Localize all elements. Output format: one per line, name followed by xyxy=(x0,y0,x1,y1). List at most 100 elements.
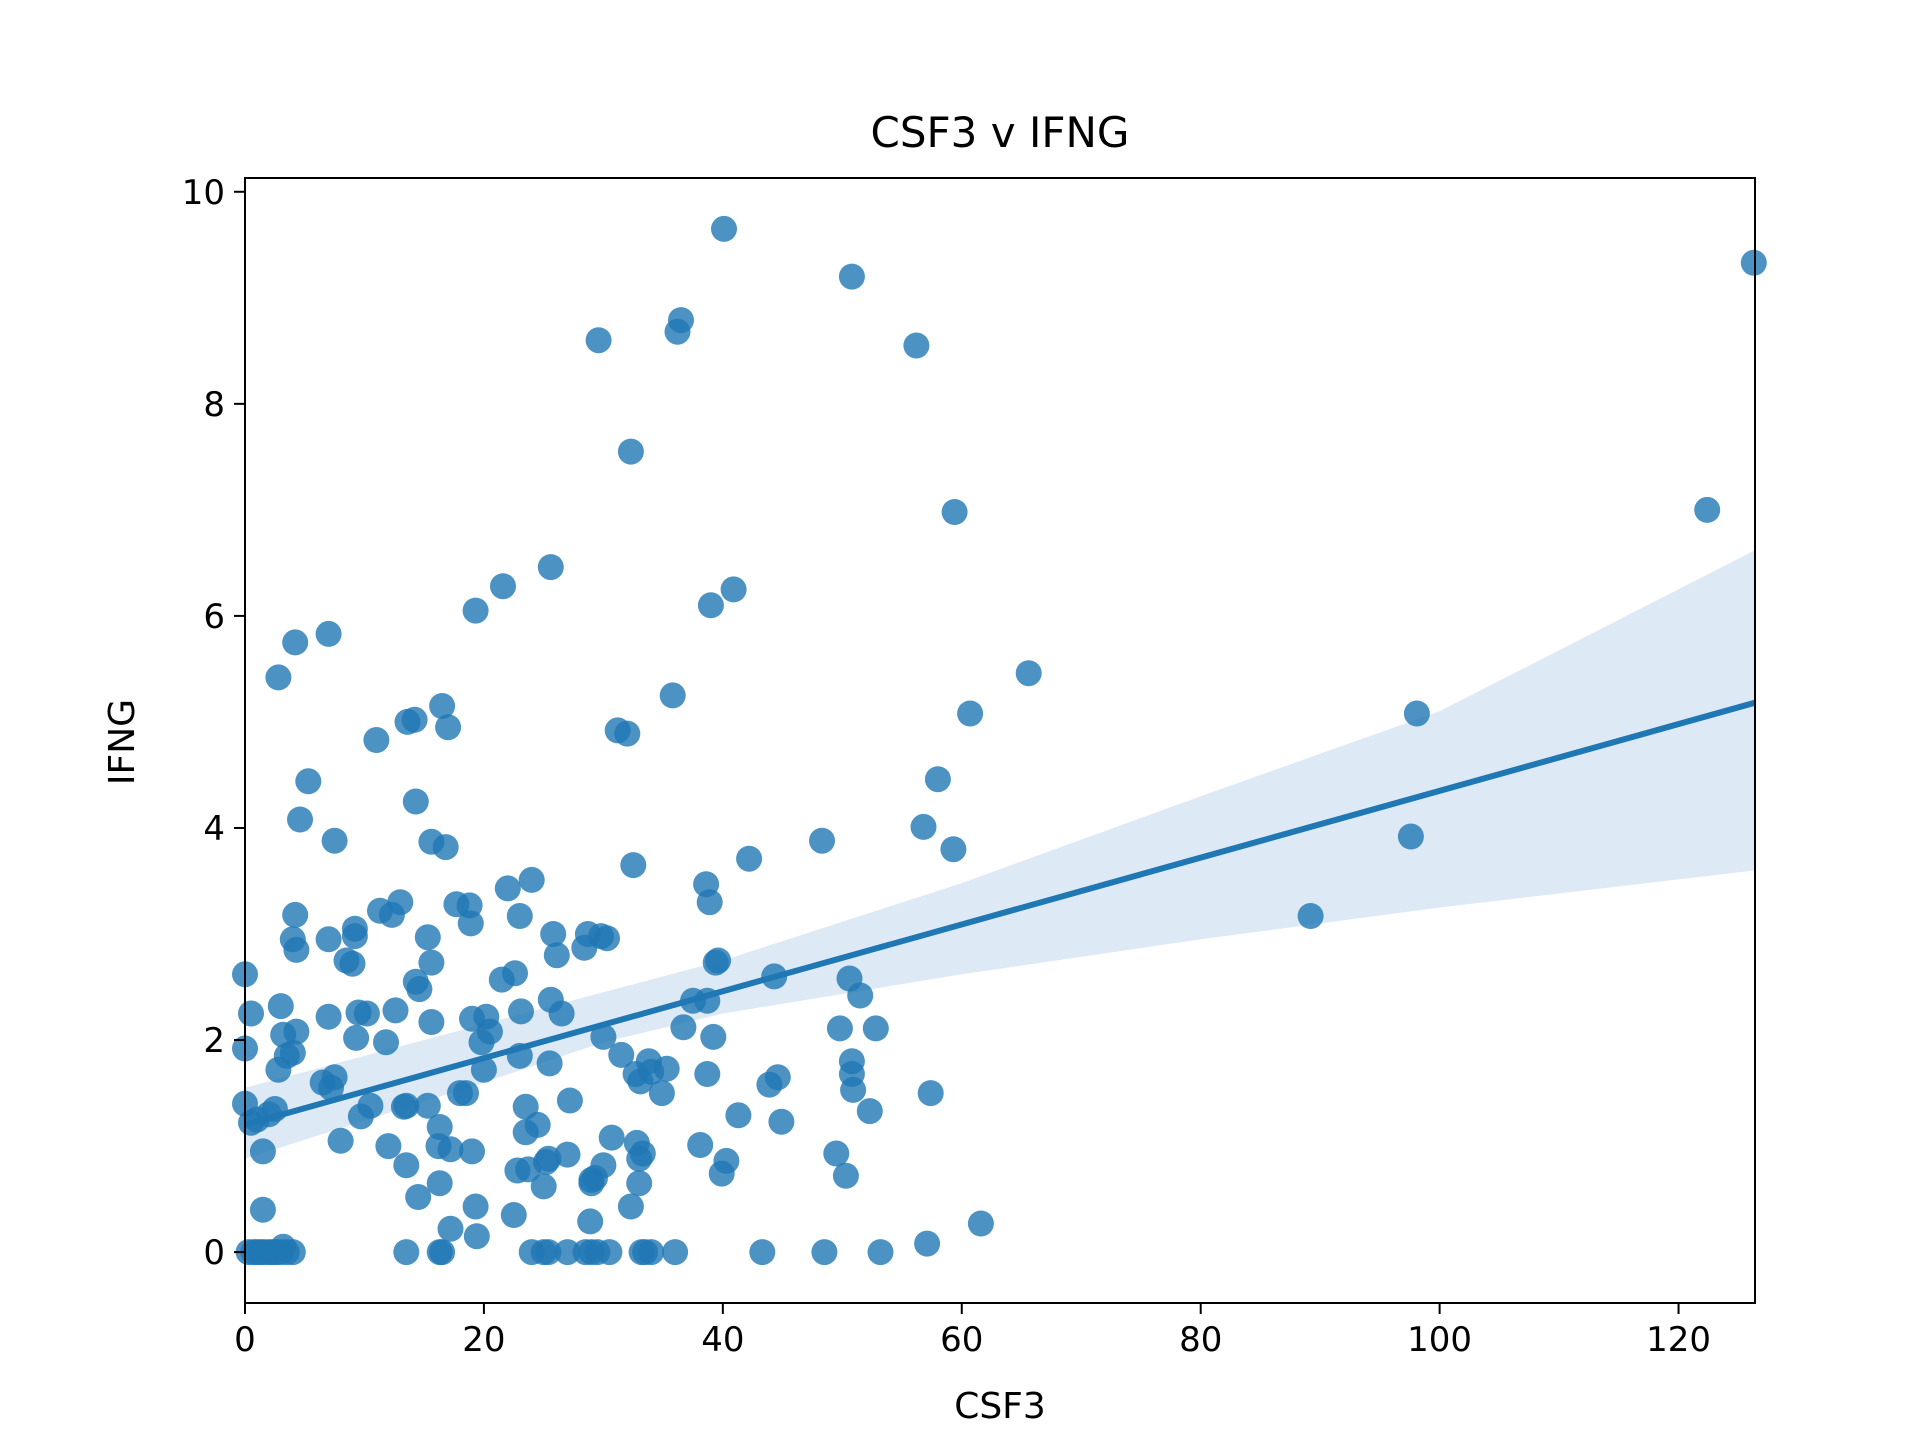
data-point xyxy=(940,836,967,863)
data-point xyxy=(1403,700,1430,727)
data-point xyxy=(463,1223,490,1250)
data-point xyxy=(577,1208,604,1235)
data-point xyxy=(941,499,968,525)
data-point xyxy=(459,1138,485,1165)
data-point xyxy=(363,727,390,753)
data-point xyxy=(554,1141,581,1168)
data-point xyxy=(508,998,534,1025)
data-point xyxy=(414,1092,441,1119)
data-point xyxy=(1694,496,1721,523)
data-point xyxy=(279,1239,306,1266)
data-point xyxy=(556,1087,583,1114)
data-point xyxy=(402,788,429,815)
data-point xyxy=(238,1000,264,1027)
data-point xyxy=(659,682,686,709)
data-point xyxy=(720,576,747,603)
data-point xyxy=(353,1000,380,1027)
x-tick-label: 0 xyxy=(234,1320,256,1360)
data-point xyxy=(697,592,724,619)
data-point xyxy=(435,714,462,741)
data-point xyxy=(476,1018,503,1045)
data-point xyxy=(764,1064,791,1091)
data-point xyxy=(670,1014,697,1041)
data-point xyxy=(265,664,292,691)
data-point xyxy=(462,597,489,624)
data-point xyxy=(590,1152,617,1179)
data-point xyxy=(279,1039,306,1066)
x-axis-label: CSF3 xyxy=(954,1386,1046,1427)
data-point xyxy=(500,1202,527,1228)
data-point xyxy=(862,1015,889,1042)
y-tick-label: 6 xyxy=(203,597,225,637)
data-point xyxy=(823,1140,850,1167)
data-point xyxy=(457,910,484,937)
plot-frame xyxy=(244,177,1756,1304)
data-point xyxy=(382,997,409,1024)
data-point xyxy=(537,554,564,581)
data-point xyxy=(694,1061,721,1087)
data-point xyxy=(437,1215,464,1242)
data-point xyxy=(594,925,620,952)
data-point xyxy=(653,1055,680,1082)
data-point xyxy=(662,1239,689,1266)
data-point xyxy=(725,1102,752,1129)
data-point xyxy=(811,1239,838,1266)
data-point xyxy=(249,1196,276,1223)
data-point xyxy=(648,1080,675,1107)
data-point xyxy=(554,1239,581,1266)
data-point xyxy=(315,620,342,647)
data-point xyxy=(321,827,348,854)
data-point xyxy=(1397,823,1424,850)
regression-line-group xyxy=(244,699,1756,1128)
data-point xyxy=(373,1029,399,1056)
data-point xyxy=(327,1127,354,1154)
data-point xyxy=(967,1210,994,1237)
y-tick-label: 0 xyxy=(203,1233,225,1273)
data-point xyxy=(426,1114,453,1140)
data-point xyxy=(341,915,368,942)
data-point xyxy=(617,1193,644,1220)
data-point xyxy=(418,1009,445,1035)
data-point xyxy=(696,889,723,916)
data-point xyxy=(393,1239,420,1266)
data-point xyxy=(924,766,951,793)
data-point xyxy=(638,1239,665,1266)
data-point xyxy=(287,806,313,833)
data-point xyxy=(840,1076,867,1103)
data-point xyxy=(598,1124,625,1151)
data-point xyxy=(401,706,428,733)
chart-title: CSF3 v IFNG xyxy=(871,108,1130,157)
data-point xyxy=(700,1023,727,1050)
data-point xyxy=(339,950,366,977)
x-tick-label: 40 xyxy=(701,1320,744,1360)
data-point xyxy=(668,307,694,334)
data-point xyxy=(548,1000,575,1027)
data-point xyxy=(903,332,930,359)
data-point xyxy=(315,926,342,953)
data-point xyxy=(518,866,545,893)
data-point xyxy=(490,573,516,600)
data-point xyxy=(590,1023,617,1050)
data-point xyxy=(462,1193,489,1220)
y-axis-ticks: 0 2 4 6 8 10 xyxy=(182,173,245,1273)
data-point xyxy=(393,1152,420,1179)
data-point xyxy=(414,924,441,951)
data-point xyxy=(867,1239,894,1266)
data-point xyxy=(749,1239,776,1266)
data-point xyxy=(321,1064,348,1091)
y-tick-label: 2 xyxy=(203,1021,225,1061)
data-point xyxy=(506,903,533,929)
data-point xyxy=(826,1015,853,1042)
data-point xyxy=(282,901,309,928)
confidence-band xyxy=(245,550,1755,1159)
x-tick-label: 60 xyxy=(940,1320,983,1360)
data-point xyxy=(406,976,433,1003)
regression-line xyxy=(244,699,1756,1128)
y-axis-label: IFNG xyxy=(102,699,143,785)
data-point xyxy=(838,263,865,290)
data-point xyxy=(585,327,612,354)
data-point xyxy=(283,1018,310,1045)
data-point xyxy=(543,942,570,969)
data-point xyxy=(267,993,294,1020)
x-axis-ticks: 0 20 40 60 80 100 120 xyxy=(234,1303,1711,1360)
